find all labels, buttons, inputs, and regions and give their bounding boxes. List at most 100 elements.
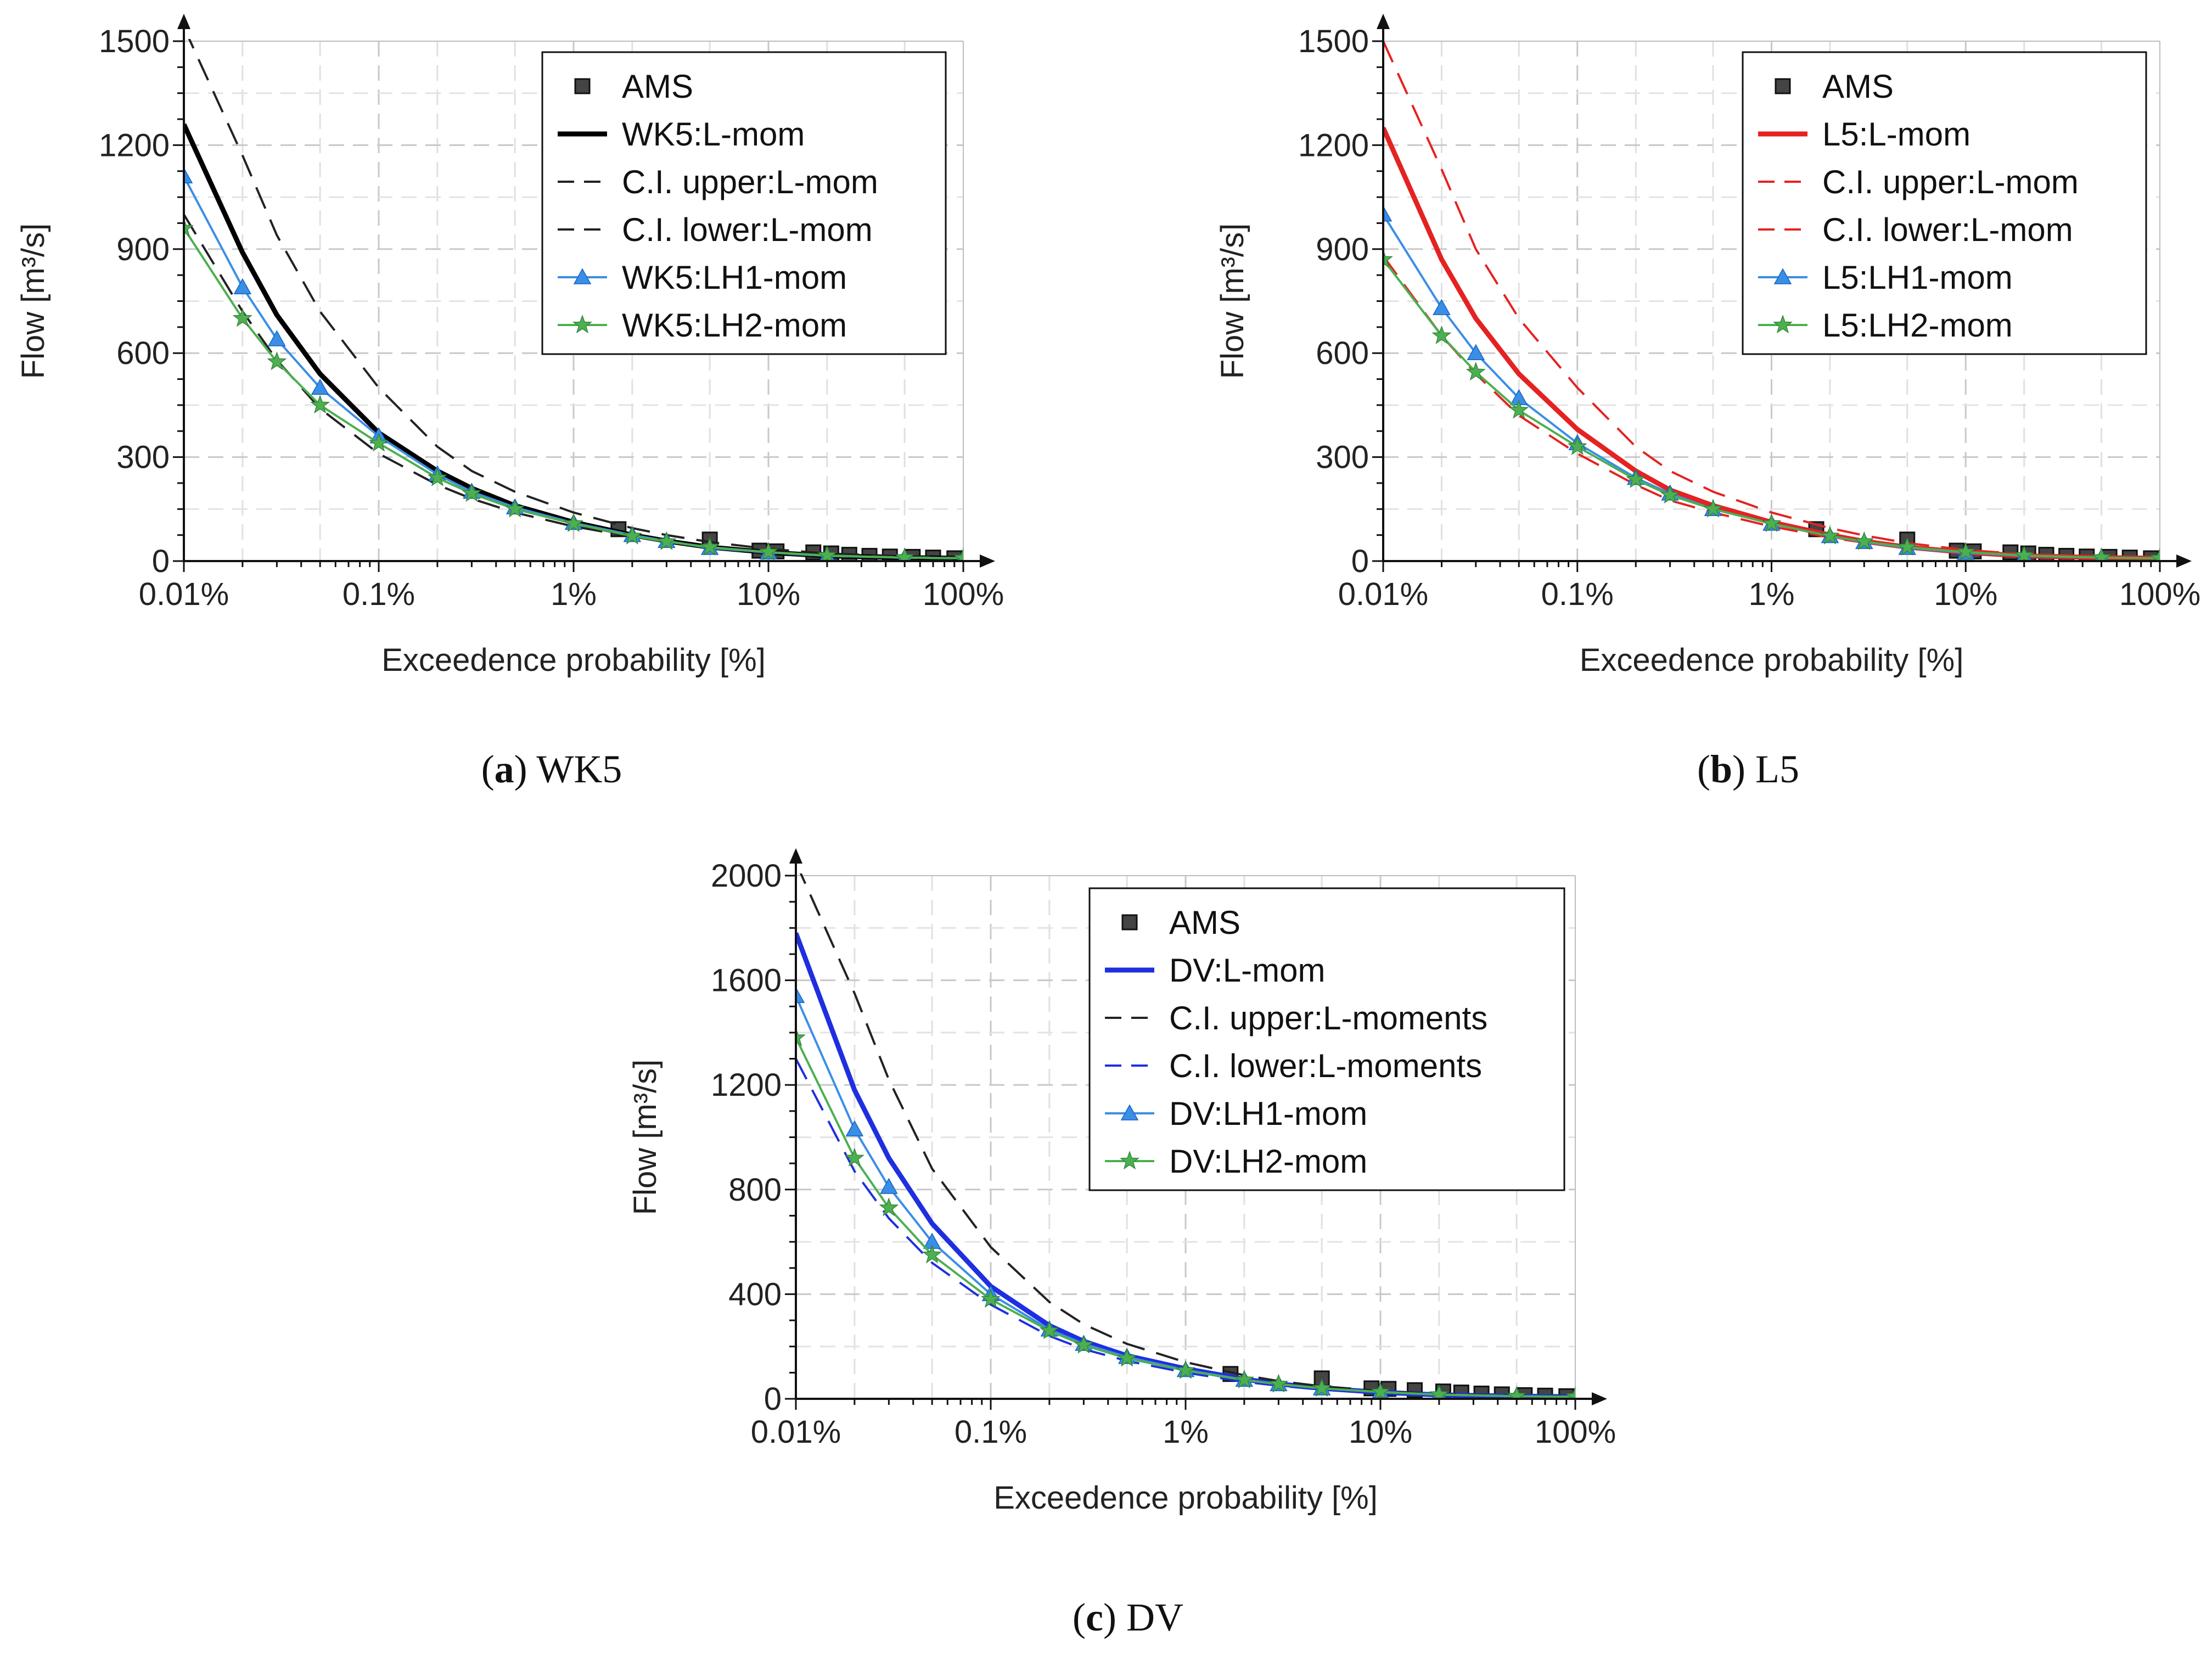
caption-a-letter: a — [495, 747, 514, 791]
series-dv-lh1-mom-point — [845, 1120, 864, 1136]
x-axis-title: Exceedence probability [%] — [1580, 642, 1964, 678]
series-wk5-lh2-mom-point — [505, 498, 525, 518]
y-axis-arrow — [177, 14, 190, 29]
series-l5-lh2-mom-point — [1431, 325, 1452, 344]
y-tick-label: 600 — [1316, 335, 1369, 371]
x-tick-label: 10% — [737, 576, 800, 612]
series-wk5-lh2-mom-point — [622, 525, 642, 545]
legend-item-ams-marker — [1121, 914, 1138, 931]
caption-c: (c) DV — [1073, 1595, 1183, 1639]
series-l5-lh2-mom-point — [1897, 536, 1917, 556]
y-tick-label: 1200 — [1298, 127, 1369, 163]
y-tick-label: 900 — [116, 232, 170, 267]
series-wk5-lh1-mom-point — [233, 278, 252, 294]
y-tick-label: 1500 — [99, 24, 170, 59]
y-tick-label: 300 — [116, 440, 170, 475]
caption-a: (a) WK5 — [481, 747, 622, 791]
legend-item-c-i-upper-l-mom-label: C.I. upper:L-mom — [622, 164, 878, 200]
series-l5-lh2-mom-point — [1509, 400, 1529, 419]
legend: AMS L5:L-mom C.I. upper:L-mom C.I. lower:L-… — [1742, 51, 2147, 355]
legend-item-c-i-upper-l-moments-label: C.I. upper:L-moments — [1169, 1000, 1487, 1036]
series-dv-lh2-mom-point — [1507, 1386, 1526, 1399]
series-dv-lh2-mom-point — [879, 1197, 899, 1217]
series-dv-lh2-mom-point — [1117, 1348, 1137, 1367]
y-axis-arrow — [1377, 14, 1390, 29]
series-dv-lh2-mom-point — [1565, 1386, 1575, 1399]
legend-item-dv-lh1-mom-label: DV:LH1-mom — [1169, 1095, 1367, 1132]
legend-item-dv-l-mom-label: DV:L-mom — [1169, 952, 1325, 989]
chart-panel-c: 0 400 800 1200 1600 2000 0.01% 0.1% 1% 10% 100% Exc… — [627, 848, 1616, 1516]
caption-b-text: L5 — [1745, 747, 1799, 791]
series-wk5-lh2-mom-point — [267, 351, 287, 371]
y-tick-label: 0 — [152, 543, 170, 579]
series-dv-lh2-mom-point — [981, 1289, 1001, 1308]
axes: 0 300 600 900 1200 1500 0.01% 0.1% 1% 10% 100% Exce… — [15, 14, 1004, 678]
series-l5-lh2-mom-line — [1383, 259, 2160, 559]
legend-item-wk5-lh1-mom-label: WK5:LH1-mom — [622, 259, 847, 296]
legend: AMS DV:L-mom C.I. upper:L-moments C.I. lowe… — [1088, 887, 1565, 1191]
series-wk5-lh1-mom-point — [311, 378, 329, 395]
series-wk5-lh2-mom-point — [184, 218, 194, 237]
series-dv-lh2-mom-point — [796, 1027, 806, 1046]
series-dv-lh2-mom-point — [922, 1245, 942, 1264]
axes: 0 300 600 900 1200 1500 0.01% 0.1% 1% 10% 100% Exce… — [1215, 14, 2200, 678]
legend-item-ams-label: AMS — [622, 68, 693, 105]
series-wk5-lh1-mom-point — [184, 167, 193, 183]
y-axis-title: Flow [m³/s] — [1215, 223, 1250, 379]
x-tick-label: 0.01% — [751, 1414, 841, 1450]
series-l5-lh2-mom-point — [1956, 541, 1976, 561]
series-l5-lh2-mom-point — [1567, 436, 1587, 455]
y-tick-label: 600 — [116, 335, 170, 371]
series-dv-lh1-mom-point — [796, 987, 805, 1003]
y-tick-label: 0 — [1351, 543, 1369, 579]
x-tick-label: 0.1% — [1541, 576, 1614, 612]
x-tick-label: 0.1% — [955, 1414, 1027, 1450]
legend-item-l5-l-mom-label: L5:L-mom — [1822, 116, 1970, 153]
legend-item-c-i-lower-l-moments-label: C.I. lower:L-moments — [1169, 1047, 1482, 1084]
series-group — [1383, 41, 2160, 561]
legend-item-dv-lh2-mom-marker — [1120, 1151, 1139, 1170]
axes: 0 400 800 1200 1600 2000 0.01% 0.1% 1% 10% 100% Exc… — [627, 848, 1616, 1516]
y-axis-title: Flow [m³/s] — [627, 1060, 663, 1215]
series-dv-lh2-mom-point — [1074, 1335, 1094, 1354]
caption-b: (b) L5 — [1697, 747, 1799, 791]
y-tick-label: 1200 — [99, 127, 170, 163]
legend-item-c-i-lower-l-mom-label: C.I. lower:L-mom — [622, 211, 873, 248]
series-l5-lh2-mom-point — [2091, 547, 2112, 561]
y-tick-label: 300 — [1316, 440, 1369, 475]
series-dv-lh2-mom-line — [796, 1037, 1575, 1398]
chart-panel-b: 0 300 600 900 1200 1500 0.01% 0.1% 1% 10% 100% Exce… — [1215, 14, 2200, 678]
y-tick-label: 0 — [764, 1381, 782, 1417]
legend-item-c-i-lower-l-mom-label: C.I. lower:L-mom — [1822, 211, 2073, 248]
series-wk5-lh2-mom-point — [369, 433, 389, 452]
x-axis-arrow — [1592, 1392, 1607, 1405]
caption-a-text: WK5 — [527, 747, 622, 791]
legend-box — [1742, 51, 2147, 355]
series-l5-lh2-mom-point — [2150, 548, 2160, 561]
series-l5-lh2-mom-point — [1660, 485, 1680, 504]
legend-item-ams-marker — [574, 78, 591, 94]
chart-panel-a: 0 300 600 900 1200 1500 0.01% 0.1% 1% 10% 100% Exce… — [15, 14, 1004, 678]
x-tick-label: 100% — [923, 576, 1004, 612]
y-tick-label: 800 — [728, 1172, 782, 1208]
series-wk5-lh2-mom-point — [817, 545, 837, 561]
legend-item-wk5-lh2-mom-label: WK5:LH2-mom — [622, 307, 847, 344]
x-axis-arrow — [980, 554, 995, 568]
y-axis-title: Flow [m³/s] — [15, 223, 51, 379]
y-tick-label: 400 — [728, 1276, 782, 1312]
legend-item-wk5-lh1-mom-marker — [573, 268, 592, 284]
series-l5-lh1-mom-point — [1467, 344, 1485, 360]
series-l5-lh1-mom-point — [1433, 299, 1451, 315]
legend: AMS WK5:L-mom C.I. upper:L-mom C.I. lower:L… — [541, 51, 947, 355]
series-wk5-lh2-mom-point — [564, 513, 583, 532]
series-l5-lh2-mom-point — [1820, 525, 1840, 545]
legend-item-l5-lh2-mom-marker — [1773, 315, 1793, 334]
y-tick-label: 2000 — [711, 858, 782, 894]
series-wk5-lh1-mom-point — [268, 330, 286, 346]
y-tick-label: 1200 — [711, 1067, 782, 1103]
legend-item-wk5-lh2-mom-marker — [572, 315, 592, 334]
series-dv-lh2-mom-point — [1371, 1381, 1390, 1399]
series-dv-lh2-mom-point — [1176, 1360, 1195, 1379]
series-group — [184, 39, 963, 561]
x-tick-label: 0.1% — [343, 576, 415, 612]
